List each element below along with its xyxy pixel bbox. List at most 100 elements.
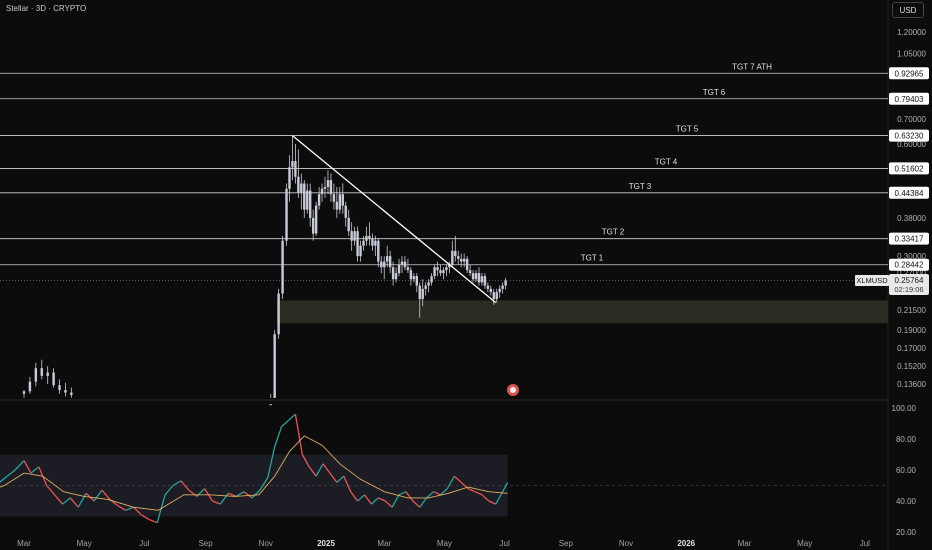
rsi-segment xyxy=(412,500,421,508)
rsi-segment xyxy=(398,491,407,496)
candle-body xyxy=(492,292,495,300)
candle-body xyxy=(365,235,368,241)
candle-body xyxy=(442,270,445,274)
symbol-label: XLMUSD xyxy=(856,276,888,285)
rsi-segment xyxy=(384,500,393,508)
rsi-segment xyxy=(301,454,310,468)
candle-body xyxy=(415,276,418,286)
trendline[interactable] xyxy=(292,135,497,304)
rsi-segment xyxy=(77,492,87,508)
candle-body xyxy=(359,245,362,257)
candle-body xyxy=(311,217,315,234)
candle-body xyxy=(430,276,433,283)
rsi-segment xyxy=(502,482,509,493)
candle-body xyxy=(468,270,472,274)
rsi-segment xyxy=(315,463,324,477)
time-axis-label: Jul xyxy=(139,539,149,548)
price-tick-label: 0.15200 xyxy=(897,362,926,371)
support-zone xyxy=(277,300,888,324)
rsi-segment xyxy=(219,492,229,505)
target-price-value: 0.33417 xyxy=(895,235,924,244)
candle-body xyxy=(356,231,359,257)
rsi-segment xyxy=(0,475,8,483)
rsi-segment xyxy=(180,480,190,491)
candle-body xyxy=(341,194,344,206)
rsi-segment xyxy=(446,475,455,489)
candle-body xyxy=(377,240,380,262)
candle-body xyxy=(400,261,404,265)
rsi-segment xyxy=(188,489,198,497)
candle-body xyxy=(70,392,73,396)
candle-body xyxy=(445,267,448,271)
replay-icon[interactable] xyxy=(507,384,519,396)
rsi-segment xyxy=(329,472,338,483)
target-label: TGT 4 xyxy=(655,157,678,166)
rsi-segment xyxy=(453,475,462,483)
candle-body xyxy=(281,240,284,294)
target-price-value: 0.51602 xyxy=(895,164,924,173)
time-axis-label: May xyxy=(77,539,92,548)
candle-body xyxy=(46,372,49,376)
rsi-moving-average xyxy=(0,435,508,511)
rsi-segment xyxy=(228,492,237,497)
rsi-segment xyxy=(294,414,303,455)
rsi-segment xyxy=(370,497,379,505)
target-label: TGT 6 xyxy=(703,88,726,97)
candle-body xyxy=(323,187,327,189)
rsi-segment xyxy=(274,426,283,447)
candle-body xyxy=(460,258,463,262)
candle-body xyxy=(40,368,43,376)
candle-body xyxy=(309,190,312,218)
candle-body xyxy=(471,273,475,280)
candle-body xyxy=(424,285,427,289)
candle-body xyxy=(317,194,321,206)
rsi-segment xyxy=(93,489,103,502)
candle-body xyxy=(394,273,398,280)
target-price-value: 0.79403 xyxy=(895,95,924,104)
target-price-tag xyxy=(889,186,929,199)
candle-body xyxy=(498,288,501,293)
price-tick-label: 0.13600 xyxy=(897,380,926,389)
rsi-segment xyxy=(125,506,134,511)
target-price-value: 0.63230 xyxy=(895,132,924,141)
price-tick-label: 0.27000 xyxy=(897,269,926,278)
candle-body xyxy=(480,276,484,283)
candle-body xyxy=(269,404,272,406)
candle-body xyxy=(388,256,392,268)
rsi-segment xyxy=(101,489,111,500)
rsi-segment xyxy=(322,463,331,474)
candle-body xyxy=(418,285,421,300)
candle-body xyxy=(64,390,67,393)
candle-body xyxy=(477,273,481,283)
price-tick-label: 1.05000 xyxy=(897,50,926,59)
price-tick-label: 0.30000 xyxy=(897,252,926,261)
candle-body xyxy=(291,161,294,168)
target-price-tag xyxy=(889,162,929,175)
target-price-value: 0.28442 xyxy=(895,261,924,270)
rsi-segment xyxy=(350,491,359,502)
candle-body xyxy=(412,276,416,280)
target-label: TGT 2 xyxy=(602,228,625,237)
rsi-segment xyxy=(281,419,289,428)
target-price-tag xyxy=(889,92,929,105)
time-axis-label: Nov xyxy=(259,539,273,548)
rsi-segment xyxy=(149,518,158,524)
rsi-segment xyxy=(357,494,365,502)
chart-title: Stellar · 3D · CRYPTO xyxy=(6,4,87,13)
time-axis-label: Jul xyxy=(500,539,510,548)
target-label: TGT 5 xyxy=(676,125,699,134)
time-axis-label: May xyxy=(797,539,812,548)
target-price-value: 0.44384 xyxy=(895,189,924,198)
candle-body xyxy=(338,194,342,210)
target-price-tag xyxy=(889,232,929,245)
candle-body xyxy=(486,285,490,289)
target-price-value: 0.92965 xyxy=(895,69,924,78)
price-tick-label: 1.20000 xyxy=(897,28,926,37)
candle-body xyxy=(433,267,436,277)
candle-body xyxy=(457,256,460,259)
rsi-segment xyxy=(467,488,476,493)
currency-button[interactable]: USD xyxy=(892,2,924,18)
rsi-segment xyxy=(474,491,483,496)
rsi-segment xyxy=(133,506,142,516)
